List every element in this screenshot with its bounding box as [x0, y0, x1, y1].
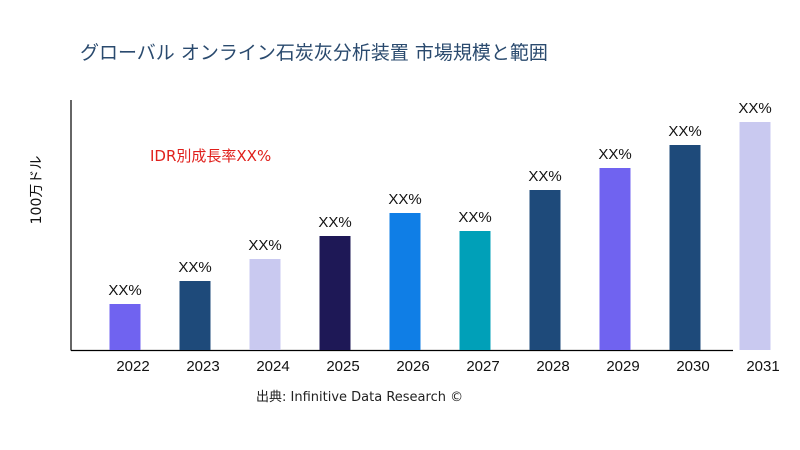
x-tick-label-2027: 2027	[466, 358, 499, 375]
bar-2028	[529, 190, 561, 350]
x-tick-label-2031: 2031	[746, 358, 779, 375]
data-label-2025: XX%	[318, 214, 351, 231]
x-tick-label-2029: 2029	[606, 358, 639, 375]
data-label-2027: XX%	[458, 209, 491, 226]
x-tick-label-2023: 2023	[186, 358, 219, 375]
data-label-2031: XX%	[738, 100, 771, 117]
data-label-2028: XX%	[528, 168, 561, 185]
bar-2022	[109, 304, 141, 350]
data-label-2023: XX%	[178, 259, 211, 276]
bar-2023	[179, 281, 211, 350]
data-label-2022: XX%	[108, 282, 141, 299]
data-label-2026: XX%	[388, 191, 421, 208]
data-label-2029: XX%	[598, 146, 631, 163]
cagr-annotation: IDR別成長率XX%	[150, 147, 272, 165]
chart-title: グローバル オンライン石炭灰分析装置 市場規模と範囲	[80, 42, 548, 64]
bar-2026	[389, 213, 421, 350]
bar-2027	[459, 231, 491, 350]
x-tick-label-2022: 2022	[116, 358, 149, 375]
x-tick-label-2024: 2024	[256, 358, 289, 375]
bar-2031	[739, 122, 771, 350]
bar-2030	[669, 145, 701, 350]
data-label-2030: XX%	[668, 123, 701, 140]
bar-2029	[599, 168, 631, 350]
x-tick-label-2026: 2026	[396, 358, 429, 375]
source-note: 出典: Infinitive Data Research ©	[256, 390, 464, 405]
bar-2025	[319, 236, 351, 350]
data-label-2024: XX%	[248, 237, 281, 254]
x-tick-label-2028: 2028	[536, 358, 569, 375]
x-tick-label-2025: 2025	[326, 358, 359, 375]
bar-2024	[249, 259, 281, 350]
x-tick-label-2030: 2030	[676, 358, 709, 375]
